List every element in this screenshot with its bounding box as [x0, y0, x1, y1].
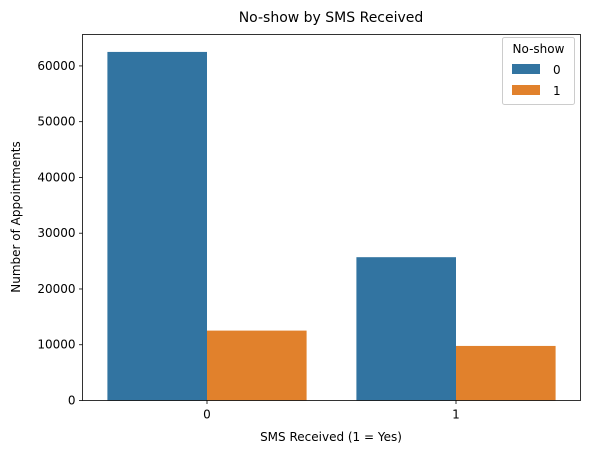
y-tick-label: 60000 [37, 59, 75, 73]
y-tick-label: 30000 [37, 226, 75, 240]
y-tick-label: 20000 [37, 282, 75, 296]
bar-series-1-cat-0 [207, 330, 307, 401]
legend-label-0: 0 [553, 63, 561, 77]
chart-title: No-show by SMS Received [239, 10, 424, 26]
bar-series-0-cat-0 [107, 51, 207, 401]
plot-frame [82, 34, 581, 401]
legend-swatch-1 [512, 85, 540, 95]
y-tick-label: 0 [68, 394, 76, 408]
legend: No-show 0 1 [502, 37, 575, 105]
bars-group [107, 51, 556, 401]
y-tick-label: 50000 [37, 115, 75, 129]
y-tick-label: 10000 [37, 338, 75, 352]
y-tick-label: 40000 [37, 170, 75, 184]
legend-label-1: 1 [553, 84, 561, 98]
x-tick-label: 1 [452, 408, 460, 422]
y-axis-ticks: 0 10000 20000 30000 40000 50000 60000 [37, 59, 83, 408]
x-tick-label: 0 [203, 408, 211, 422]
bar-series-1-cat-1 [456, 345, 556, 401]
y-axis-label: Number of Appointments [9, 141, 23, 292]
legend-title: No-show [513, 42, 565, 56]
legend-swatch-0 [512, 64, 540, 74]
bar-series-0-cat-1 [356, 257, 456, 401]
x-axis-label: SMS Received (1 = Yes) [260, 430, 402, 444]
